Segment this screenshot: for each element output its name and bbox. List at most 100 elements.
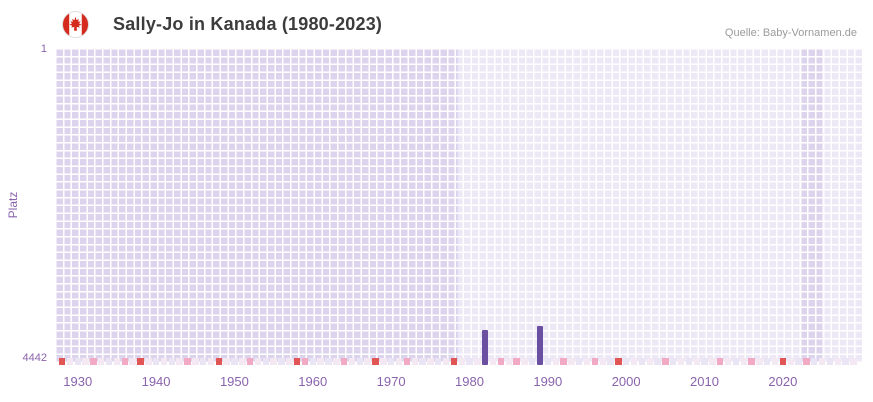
strip-cell-1968 — [372, 358, 379, 365]
strip-cell-1985 — [505, 358, 512, 365]
strip-cell-1994 — [576, 358, 583, 365]
strip-cell-1986 — [513, 358, 520, 365]
strip-cell-1959 — [301, 358, 309, 365]
strip-cell-1978 — [450, 358, 458, 365]
strip-cell-1965 — [348, 358, 356, 365]
strip-cell-2026 — [826, 358, 834, 365]
strip-cell-1958 — [293, 358, 301, 365]
rank-bar-1982[interactable] — [482, 330, 489, 365]
strip-cell-1997 — [599, 358, 606, 365]
strip-cell-1933 — [98, 358, 105, 365]
x-tick-1980: 1980 — [455, 374, 484, 389]
strip-cell-1969 — [380, 358, 387, 365]
strip-cell-1979 — [458, 358, 465, 365]
strip-cell-2000 — [623, 358, 630, 365]
strip-cell-1932 — [90, 358, 97, 365]
strip-cell-1972 — [403, 358, 411, 365]
strip-cell-1970 — [388, 358, 395, 365]
strip-cell-1962 — [325, 358, 332, 365]
strip-cell-2024 — [811, 358, 818, 365]
strip-cell-1957 — [286, 358, 293, 365]
grid-lines — [55, 48, 862, 362]
strip-cell-1960 — [309, 358, 317, 365]
strip-cell-1941 — [160, 358, 168, 365]
strip-cell-1943 — [176, 358, 183, 365]
strip-cell-1963 — [333, 358, 340, 365]
strip-cell-1964 — [340, 358, 348, 365]
x-tick-1970: 1970 — [376, 374, 406, 389]
strip-cell-1992 — [560, 358, 567, 365]
strip-cell-1991 — [552, 358, 559, 365]
strip-cell-1995 — [583, 358, 591, 365]
strip-cell-1966 — [356, 358, 364, 365]
strip-cell-2021 — [787, 358, 794, 365]
strip-cell-2013 — [724, 358, 732, 365]
strip-cell-1956 — [278, 358, 285, 365]
strip-cell-1981 — [474, 358, 481, 365]
strip-cell-1930 — [74, 358, 81, 365]
strip-cell-2022 — [795, 358, 802, 365]
strip-cell-1984 — [497, 358, 505, 365]
y-tick-min: 1 — [40, 43, 47, 55]
strip-cell-1954 — [262, 358, 270, 365]
strip-cell-1999 — [615, 358, 622, 365]
strip-cell-1976 — [435, 358, 442, 365]
strip-cell-1934 — [105, 358, 113, 365]
strip-cell-1996 — [591, 358, 599, 365]
strip-cell-1939 — [145, 358, 152, 365]
strip-cell-1977 — [442, 358, 450, 365]
strip-cell-2020 — [779, 358, 787, 365]
strip-cell-2012 — [717, 358, 724, 365]
strip-cell-1949 — [223, 358, 230, 365]
strip-cell-1993 — [568, 358, 575, 365]
strip-cell-2029 — [850, 358, 857, 365]
strip-cell-2005 — [662, 358, 669, 365]
strip-cell-2010 — [701, 358, 708, 365]
strip-cell-2014 — [732, 358, 740, 365]
strip-cell-1974 — [419, 358, 426, 365]
strip-cell-1942 — [168, 358, 175, 365]
strip-cell-1953 — [254, 358, 262, 365]
x-tick-2010: 2010 — [690, 374, 719, 389]
strip-cell-2004 — [654, 358, 661, 365]
source-credit: Quelle: Baby-Vornamen.de — [724, 27, 857, 39]
strip-cell-2001 — [630, 358, 638, 365]
strip-cell-1967 — [364, 358, 371, 365]
strip-cell-1940 — [152, 358, 160, 365]
strip-cell-1975 — [427, 358, 434, 365]
strip-cell-1947 — [207, 358, 215, 365]
y-tick-max: 4442 — [22, 352, 47, 364]
strip-cell-2009 — [693, 358, 700, 365]
x-tick-1950: 1950 — [219, 374, 249, 389]
x-tick-2020: 2020 — [768, 374, 798, 389]
strip-cell-1961 — [317, 358, 324, 365]
y-axis-title: Platz — [6, 191, 20, 219]
plot-area[interactable] — [55, 48, 862, 365]
strip-cell-1938 — [137, 358, 144, 365]
strip-cell-1980 — [466, 358, 473, 365]
strip-cell-2003 — [646, 358, 653, 365]
x-tick-1990: 1990 — [533, 374, 563, 389]
x-tick-1940: 1940 — [141, 374, 171, 389]
chart-title: Sally-Jo in Kanada (1980-2023) — [113, 14, 383, 34]
strip-cell-1931 — [82, 358, 89, 365]
x-tick-2000: 2000 — [611, 374, 641, 389]
strip-cell-2027 — [834, 358, 841, 365]
strip-cell-1973 — [411, 358, 418, 365]
canada-flag-icon — [62, 11, 89, 38]
strip-cell-1987 — [521, 358, 528, 365]
strip-cell-2015 — [740, 358, 747, 365]
strip-cell-1951 — [239, 358, 246, 365]
strip-cell-1952 — [246, 358, 254, 365]
strip-cell-2016 — [748, 358, 755, 365]
strip-cell-1935 — [113, 358, 121, 365]
strip-cell-1983 — [489, 358, 497, 365]
strip-cell-2018 — [764, 358, 771, 365]
strip-cell-1971 — [395, 358, 403, 365]
strip-cell-2017 — [756, 358, 763, 365]
rank-bar-1989[interactable] — [536, 325, 544, 365]
strip-cell-2006 — [670, 358, 677, 365]
strip-cell-1936 — [121, 358, 128, 365]
strip-cell-1944 — [184, 358, 191, 365]
